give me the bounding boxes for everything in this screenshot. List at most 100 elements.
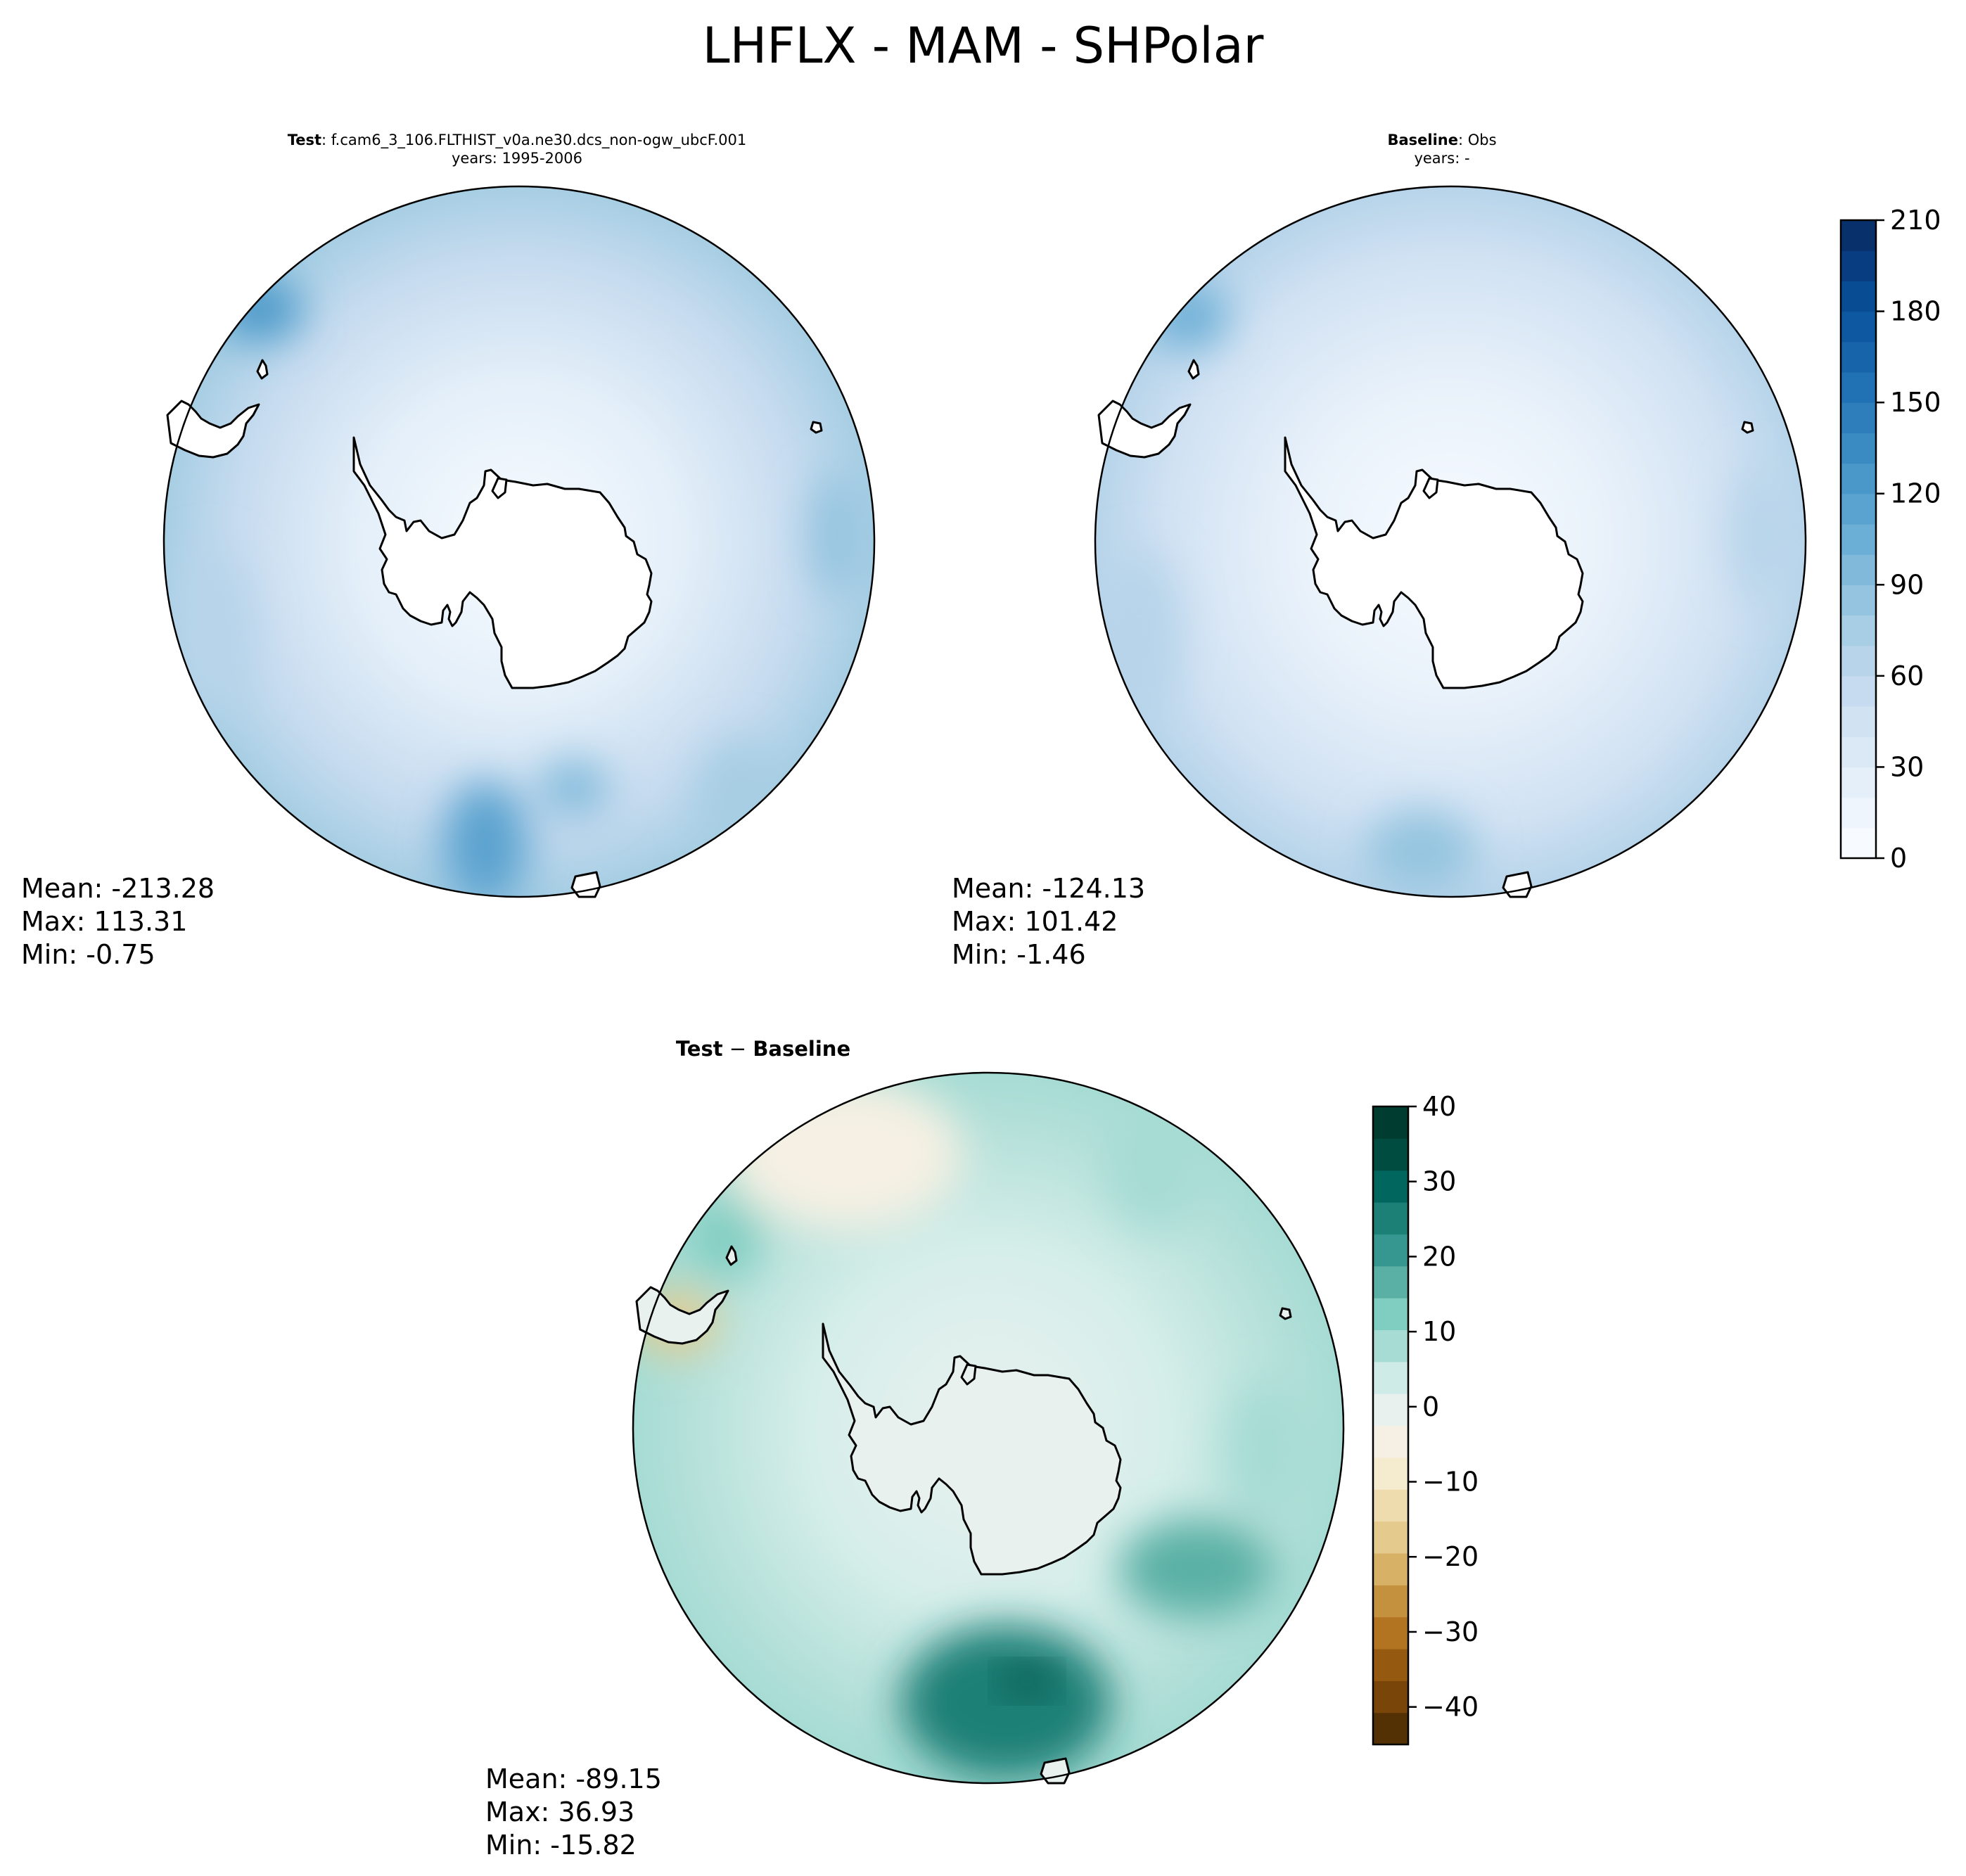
falkland-island [725,1245,738,1266]
colorbar-segment [1841,585,1876,616]
colorbar-tick-label: 210 [1890,205,1941,236]
colorbar-segment [1841,797,1876,829]
difference-map-border [632,1071,1345,1785]
colorbar-segment [1841,402,1876,433]
baseline-title-bold: Baseline [1387,132,1458,148]
colorbar-segment [1373,1552,1408,1585]
colorbar-tick-label: 20 [1422,1241,1456,1272]
test-subtitle: years: 1995-2006 [451,150,582,167]
colorbar-segment [1841,250,1876,281]
colorbar-segment [1373,1106,1408,1139]
colorbar-tick-label: 30 [1890,751,1924,782]
colorbar-tick-label: −20 [1422,1541,1479,1572]
falkland-island [256,359,269,380]
diff-blob-1 [725,1076,964,1231]
test-blob-5 [169,549,253,717]
colorbar-tick-label: −30 [1422,1616,1479,1647]
south-america-tip [1097,400,1192,459]
colorbar-frame [1839,219,1877,860]
falkland-island [1187,359,1200,380]
difference-coastline [635,1245,1292,1785]
test-min: Min: -0.75 [21,939,155,970]
antarctica-landmass [352,436,653,689]
colorbar-segment [1841,433,1876,464]
difference-min: Min: -15.82 [485,1830,637,1861]
test-blob-1 [218,278,302,341]
colorbar-segment [1373,1680,1408,1714]
baseline-coastline [1097,359,1754,898]
test-title-bold: Test [287,132,322,148]
test-title-rest: : f.cam6_3_106.FLTHIST_v0a.ne30.dcs_non-… [321,132,747,148]
baseline-map-border [1094,185,1807,898]
colorbar-segment [1841,554,1876,585]
colorbar-tick-label: 0 [1422,1391,1439,1422]
colorbar-segment [1841,311,1876,343]
colorbar-segment [1373,1457,1408,1490]
baseline-blob-3 [1730,464,1787,605]
colorbar-segment [1841,281,1876,312]
new-zealand-tip [1502,871,1533,898]
difference-stats: Mean: -89.15 Max: 36.93 Min: -15.82 [485,1763,662,1862]
south-america-tip [635,1286,729,1345]
difference-max: Max: 36.93 [485,1797,635,1827]
colorbar-segment [1373,1138,1408,1171]
colorbar-frame [1372,1105,1410,1746]
baseline-subtitle: years: - [1414,150,1470,167]
colorbar-segment [1373,1265,1408,1298]
colorbar-segment [1841,220,1876,251]
colorbar-segment [1841,827,1876,859]
colorbar-tick-label: 150 [1890,387,1941,418]
diff-blob-5 [689,1196,760,1280]
baseline-map-anomalies [1097,285,1787,893]
difference-mean: Mean: -89.15 [485,1763,662,1794]
difference-map [632,1071,1345,1785]
colorbar-segment [1841,341,1876,373]
colorbar-segment [1841,463,1876,494]
colorbar-segment [1841,736,1876,768]
baseline-colorbar: 0 30 60 90 120 150 180 210 [1839,205,1941,874]
colorbar-segment [1373,1648,1408,1681]
baseline-blob-1 [1150,285,1227,348]
colorbar-tick-label: −10 [1422,1467,1479,1498]
baseline-blob-4 [1097,549,1182,717]
difference-map-anomalies [633,1076,1308,1780]
colorbar-tick-label: 40 [1422,1091,1456,1122]
antarctica-landmass [1284,436,1584,689]
ice-shelf-island [960,1363,977,1386]
colorbar-segment [1373,1170,1408,1203]
difference-colorbar: 40 30 20 10 0 −10 −20 −30 −40 [1372,1091,1479,1746]
colorbar-tick-label: 0 [1890,843,1907,874]
baseline-stats: Mean: -124.13 Max: 101.42 Min: -1.46 [952,872,1145,971]
new-zealand-tip [570,871,601,898]
test-stats: Mean: -213.28 Max: 113.31 Min: -0.75 [21,872,215,971]
baseline-panel-title: Baseline: Obs years: - [1266,131,1618,167]
diff-blob-3 [900,1625,1111,1780]
test-map-border [162,185,876,898]
test-max: Max: 113.31 [21,906,188,937]
colorbar-segment [1373,1202,1408,1234]
baseline-max: Max: 101.42 [952,906,1118,937]
colorbar-segment [1373,1234,1408,1267]
diff-blob-6 [1104,1104,1203,1231]
colorbar-tick-label: −40 [1422,1692,1479,1723]
test-coastline [166,359,823,898]
colorbar-segment [1373,1521,1408,1554]
test-blob-4 [809,471,865,598]
colorbar-tick-label: 10 [1422,1316,1456,1347]
colorbar-segment [1841,615,1876,646]
colorbar-tick-label: 60 [1890,661,1924,691]
test-blob-2 [443,781,528,897]
colorbar-tick-label: 90 [1890,569,1924,600]
small-island [810,421,823,434]
baseline-mean: Mean: -124.13 [952,873,1146,904]
colorbar-tick-label: 180 [1890,296,1941,327]
baseline-map [1094,185,1807,898]
baseline-title-rest: : Obs [1457,132,1497,148]
diff-blob-7 [1224,1379,1308,1519]
colorbar-segment [1841,493,1876,525]
colorbar-segment [1373,1616,1408,1650]
colorbar-segment [1841,767,1876,798]
colorbar-segment [1841,675,1876,707]
small-island [1741,421,1754,434]
